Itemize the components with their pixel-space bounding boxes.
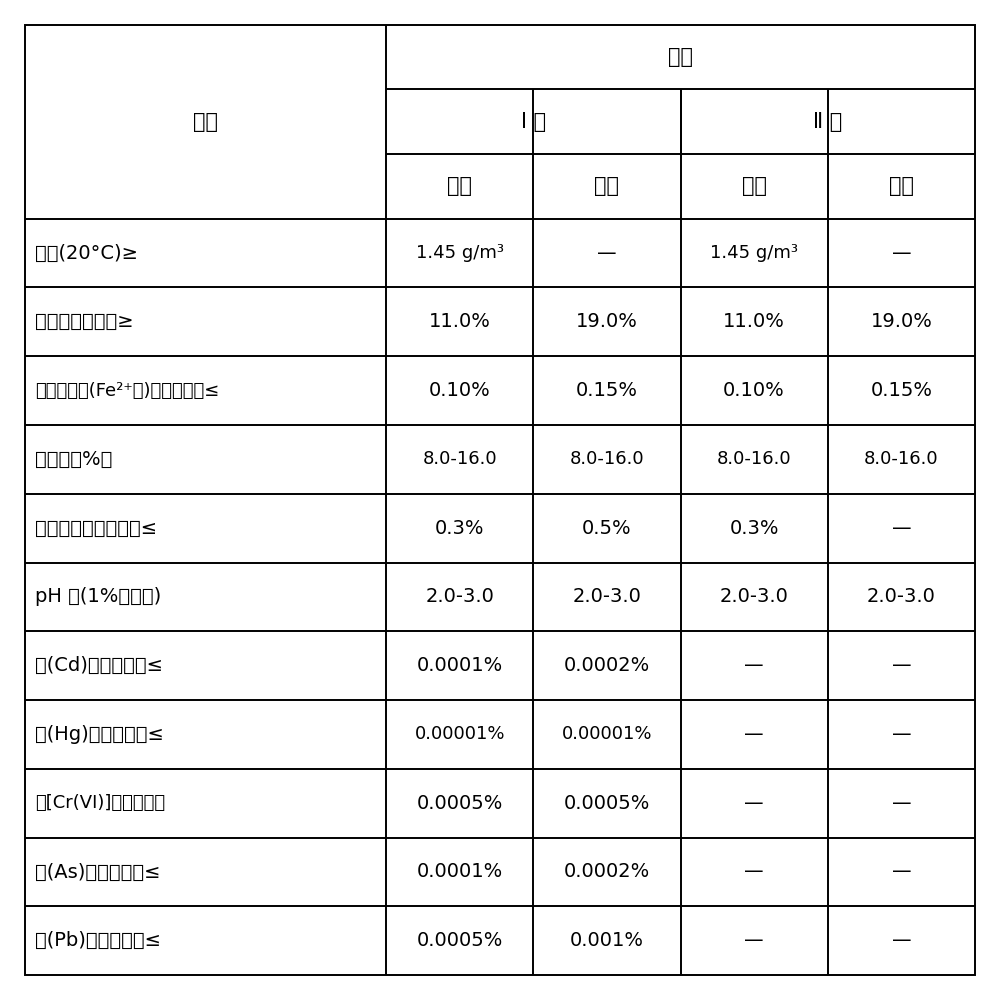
Text: 2.0-3.0: 2.0-3.0 [572,587,641,607]
Text: —: — [744,656,764,675]
Text: 铬[Cr(VI)]的质量分数: 铬[Cr(VI)]的质量分数 [35,794,165,812]
Text: 0.00001%: 0.00001% [414,726,505,743]
Text: 2.0-3.0: 2.0-3.0 [867,587,936,607]
Text: 0.5%: 0.5% [582,519,632,538]
Text: 盐基度（%）: 盐基度（%） [35,449,112,469]
Text: 0.0005%: 0.0005% [416,932,503,950]
Text: —: — [892,725,911,743]
Text: 1.45 g/m³: 1.45 g/m³ [710,244,798,262]
Text: —: — [744,862,764,881]
Text: 密度(20°C)≥: 密度(20°C)≥ [35,244,138,262]
Text: 2.0-3.0: 2.0-3.0 [720,587,789,607]
Text: pH 値(1%水溶液): pH 値(1%水溶液) [35,587,161,607]
Text: 固体: 固体 [889,176,914,196]
Text: 1.45 g/m³: 1.45 g/m³ [416,244,504,262]
Text: —: — [744,725,764,743]
Text: 11.0%: 11.0% [723,312,785,332]
Text: —: — [744,932,764,950]
Text: 液体: 液体 [742,176,767,196]
Text: 液体: 液体 [447,176,472,196]
Text: Ⅰ 类: Ⅰ 类 [521,112,546,132]
Text: 0.00001%: 0.00001% [562,726,652,743]
Text: 0.0002%: 0.0002% [564,862,650,881]
Text: 0.15%: 0.15% [576,381,638,400]
Text: —: — [892,656,911,675]
Text: 0.0002%: 0.0002% [564,656,650,675]
Text: 0.0005%: 0.0005% [564,794,650,813]
Text: 固体: 固体 [594,176,619,196]
Text: 0.3%: 0.3% [729,519,779,538]
Text: 0.001%: 0.001% [570,932,644,950]
Text: 8.0-16.0: 8.0-16.0 [864,450,939,468]
Text: —: — [744,794,764,813]
Text: 全铁的质量分数≥: 全铁的质量分数≥ [35,312,134,332]
Text: 8.0-16.0: 8.0-16.0 [422,450,497,468]
Text: 项目: 项目 [193,112,218,132]
Text: 8.0-16.0: 8.0-16.0 [717,450,791,468]
Text: 19.0%: 19.0% [576,312,638,332]
Text: 0.10%: 0.10% [429,381,490,400]
Text: 指标: 指标 [668,48,693,67]
Text: 19.0%: 19.0% [870,312,932,332]
Text: 铅(Pb)的质量分数≤: 铅(Pb)的质量分数≤ [35,932,161,950]
Text: 还原性物质(Fe²⁺计)的质量分数≤: 还原性物质(Fe²⁺计)的质量分数≤ [35,381,219,400]
Text: Ⅱ 类: Ⅱ 类 [813,112,842,132]
Text: 0.3%: 0.3% [435,519,484,538]
Text: 镎(Cd)的质量分数≤: 镎(Cd)的质量分数≤ [35,656,163,675]
Text: 2.0-3.0: 2.0-3.0 [425,587,494,607]
Text: —: — [597,244,617,262]
Text: —: — [892,794,911,813]
Text: —: — [892,932,911,950]
Text: 汞(Hg)的质量分数≤: 汞(Hg)的质量分数≤ [35,725,164,743]
Text: —: — [892,244,911,262]
Text: 8.0-16.0: 8.0-16.0 [570,450,644,468]
Text: —: — [892,519,911,538]
Text: 0.15%: 0.15% [870,381,932,400]
Text: 水不溶物的质量分数≤: 水不溶物的质量分数≤ [35,519,157,538]
Text: 0.0001%: 0.0001% [416,862,503,881]
Text: 础(As)的质量分数≤: 础(As)的质量分数≤ [35,862,160,881]
Text: —: — [892,862,911,881]
Text: 0.10%: 0.10% [723,381,785,400]
Text: 0.0005%: 0.0005% [416,794,503,813]
Text: 11.0%: 11.0% [429,312,491,332]
Text: 0.0001%: 0.0001% [416,656,503,675]
